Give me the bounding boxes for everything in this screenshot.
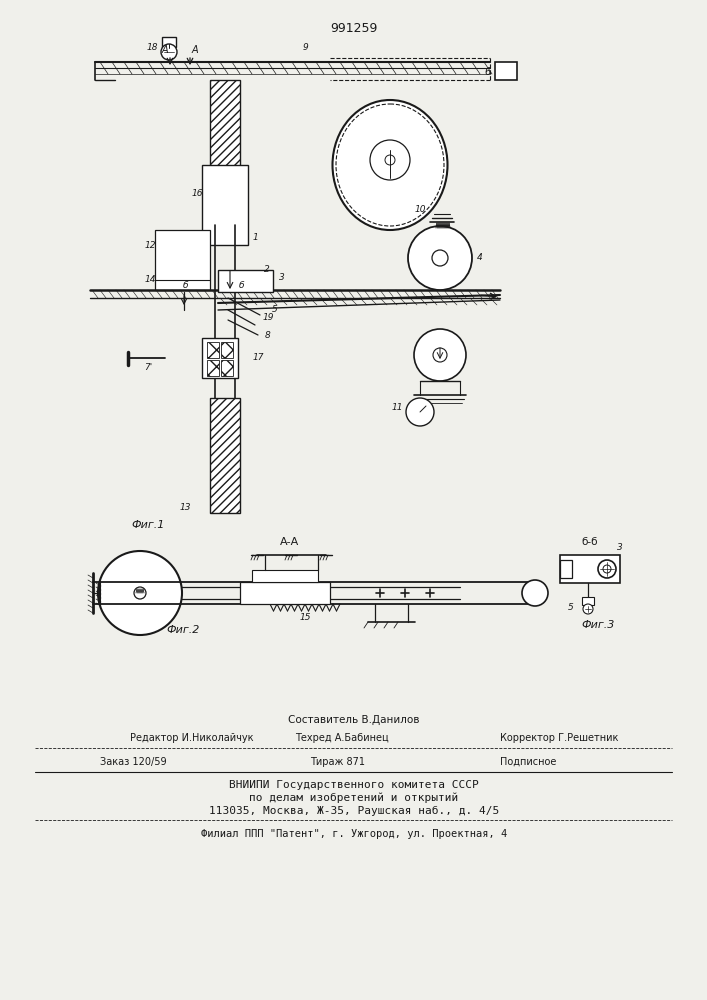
Text: А: А bbox=[192, 45, 198, 55]
Bar bbox=[495, 62, 517, 80]
Text: б-б: б-б bbox=[582, 537, 598, 547]
Text: 113035, Москва, Ж-35, Раушская наб., д. 4/5: 113035, Москва, Ж-35, Раушская наб., д. … bbox=[209, 806, 499, 816]
Circle shape bbox=[406, 398, 434, 426]
Bar bbox=[162, 37, 176, 47]
Text: по делам изобретений и открытий: по делам изобретений и открытий bbox=[250, 793, 459, 803]
Text: Редактор И.Николайчук: Редактор И.Николайчук bbox=[130, 733, 254, 743]
Text: Фиг.1: Фиг.1 bbox=[132, 520, 165, 530]
Text: б: б bbox=[238, 280, 244, 290]
Circle shape bbox=[385, 155, 395, 165]
Bar bbox=[221, 360, 233, 376]
Bar bbox=[207, 360, 219, 376]
Circle shape bbox=[161, 44, 177, 60]
Text: Техред А.Бабинец: Техред А.Бабинец bbox=[295, 733, 389, 743]
Text: 3: 3 bbox=[279, 272, 285, 282]
Text: 3: 3 bbox=[617, 544, 623, 552]
Text: Фиг.3: Фиг.3 bbox=[581, 620, 614, 630]
Text: 2: 2 bbox=[264, 265, 270, 274]
Text: 13: 13 bbox=[180, 504, 191, 512]
Bar bbox=[210, 80, 240, 175]
Bar bbox=[210, 175, 225, 200]
Circle shape bbox=[414, 329, 466, 381]
Text: 10: 10 bbox=[414, 206, 426, 215]
Bar bbox=[225, 200, 240, 225]
Text: 9: 9 bbox=[302, 43, 308, 52]
Text: Тираж 871: Тираж 871 bbox=[310, 757, 365, 767]
Circle shape bbox=[433, 348, 447, 362]
Bar bbox=[240, 582, 330, 604]
Bar bbox=[155, 230, 210, 290]
Text: 19: 19 bbox=[262, 314, 274, 322]
Text: 18: 18 bbox=[146, 43, 158, 52]
Circle shape bbox=[134, 587, 146, 599]
Bar bbox=[210, 200, 225, 225]
Text: 1: 1 bbox=[252, 233, 258, 242]
Bar bbox=[202, 338, 238, 378]
Text: 15: 15 bbox=[299, 613, 311, 622]
Text: А: А bbox=[162, 45, 168, 55]
Text: б: б bbox=[182, 280, 188, 290]
Text: Подписное: Подписное bbox=[500, 757, 556, 767]
Bar bbox=[582, 597, 594, 605]
Text: 17: 17 bbox=[252, 354, 264, 362]
Bar bbox=[210, 398, 240, 513]
Bar bbox=[202, 165, 248, 245]
Text: 8: 8 bbox=[265, 330, 271, 340]
Circle shape bbox=[370, 140, 410, 180]
Text: 6: 6 bbox=[485, 67, 491, 77]
Text: ВНИИПИ Государственного комитета СССР: ВНИИПИ Государственного комитета СССР bbox=[229, 780, 479, 790]
Circle shape bbox=[522, 580, 548, 606]
Text: 11: 11 bbox=[391, 403, 403, 412]
Circle shape bbox=[408, 226, 472, 290]
Bar bbox=[221, 342, 233, 358]
Text: 5: 5 bbox=[568, 603, 574, 612]
Text: Заказ 120/59: Заказ 120/59 bbox=[100, 757, 167, 767]
Bar bbox=[560, 555, 620, 583]
Bar bbox=[225, 175, 240, 200]
Circle shape bbox=[598, 560, 616, 578]
Bar bbox=[207, 342, 219, 358]
Text: 7': 7' bbox=[144, 363, 152, 372]
Text: 4: 4 bbox=[477, 253, 483, 262]
Text: 991259: 991259 bbox=[330, 21, 378, 34]
Text: 14: 14 bbox=[144, 275, 156, 284]
Circle shape bbox=[583, 604, 593, 614]
Ellipse shape bbox=[336, 104, 444, 226]
Text: Фиг.2: Фиг.2 bbox=[166, 625, 199, 635]
Ellipse shape bbox=[332, 100, 448, 230]
Circle shape bbox=[603, 565, 611, 573]
Bar bbox=[218, 270, 273, 292]
Text: А-А: А-А bbox=[281, 537, 300, 547]
Bar bbox=[560, 560, 572, 578]
Circle shape bbox=[98, 551, 182, 635]
Text: 16: 16 bbox=[192, 188, 203, 198]
Text: Корректор Г.Решетник: Корректор Г.Решетник bbox=[500, 733, 619, 743]
Text: 12: 12 bbox=[144, 240, 156, 249]
Bar bbox=[252, 570, 318, 582]
Text: Филиал ППП "Патент", г. Ужгород, ул. Проектная, 4: Филиал ППП "Патент", г. Ужгород, ул. Про… bbox=[201, 829, 507, 839]
Text: Составитель В.Данилов: Составитель В.Данилов bbox=[288, 715, 420, 725]
Text: 5: 5 bbox=[272, 306, 278, 314]
Circle shape bbox=[432, 250, 448, 266]
